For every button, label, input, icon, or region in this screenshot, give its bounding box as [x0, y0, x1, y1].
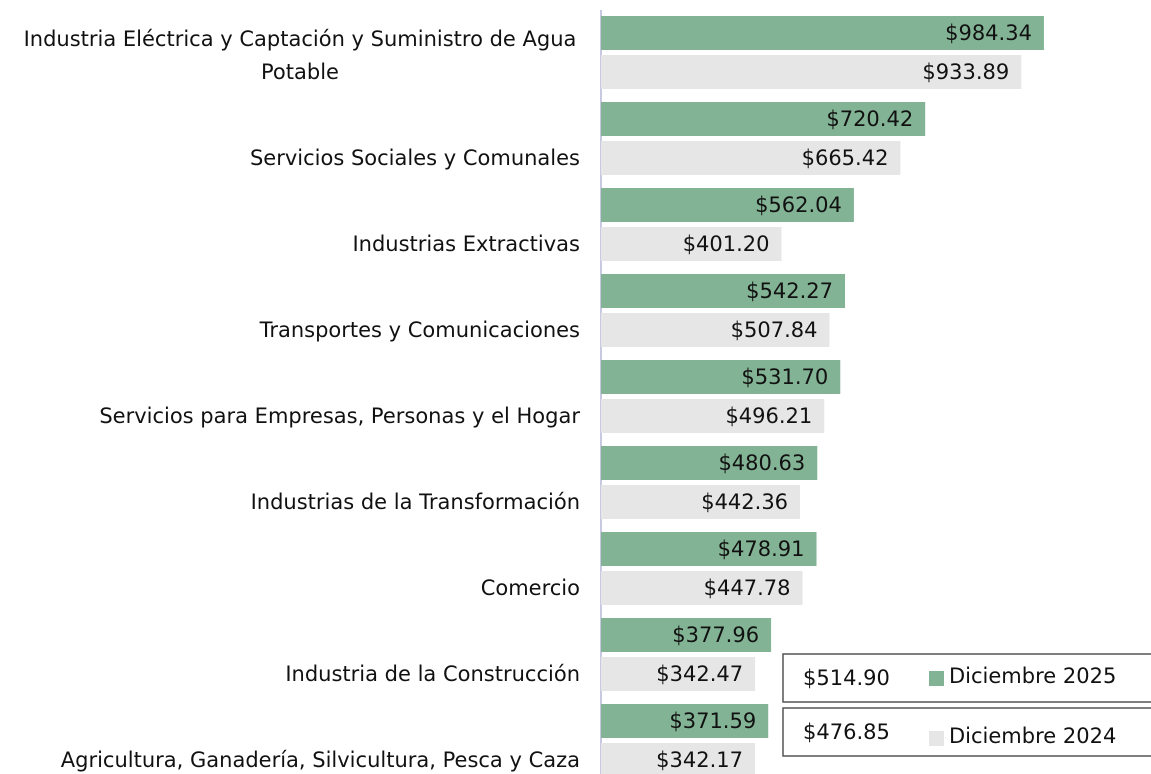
legend-summary: $514.90 [803, 666, 890, 690]
bar [601, 571, 803, 605]
category-label: Servicios para Empresas, Personas y el H… [99, 403, 580, 428]
value-label: $665.42 [802, 146, 889, 170]
category-label: Comercio [480, 575, 580, 600]
value-label: $342.17 [656, 748, 743, 772]
bar [601, 141, 901, 175]
bar [601, 227, 782, 261]
value-label: $720.42 [826, 107, 913, 131]
value-label: $480.63 [718, 451, 805, 475]
value-label: $371.59 [669, 709, 756, 733]
legend-box [782, 653, 1151, 703]
bar [601, 618, 772, 652]
category-label: Agricultura, Ganadería, Silvicultura, Pe… [60, 747, 580, 772]
value-label: $342.47 [656, 662, 743, 686]
category-label: Industria Eléctrica y Captación y Sumini… [23, 26, 577, 84]
value-label: $507.84 [731, 318, 818, 342]
category-label: Industrias de la Transformación [250, 489, 580, 514]
legend-swatch [929, 671, 944, 686]
category-label: Transportes y Comunicaciones [259, 317, 580, 342]
bar [601, 657, 756, 691]
bar [601, 532, 817, 566]
value-label: $933.89 [922, 60, 1009, 84]
bar [601, 399, 825, 433]
legend-label: Diciembre 2025 [949, 664, 1116, 688]
value-label: $496.21 [725, 404, 812, 428]
value-label: $984.34 [945, 21, 1032, 45]
value-label: $442.36 [701, 490, 788, 514]
category-label: Industria de la Construcción [285, 661, 580, 686]
bar [601, 446, 818, 480]
legend-summary: $476.85 [803, 720, 890, 744]
bar [601, 743, 755, 774]
bar [601, 188, 854, 222]
value-label: $531.70 [741, 365, 828, 389]
bar [601, 55, 1022, 89]
value-label: $377.96 [672, 623, 759, 647]
bar [601, 360, 841, 394]
value-label: $542.27 [746, 279, 833, 303]
bar [601, 16, 1044, 50]
value-label: $447.78 [704, 576, 791, 600]
legend-swatch [929, 731, 944, 746]
value-label: $562.04 [755, 193, 842, 217]
legend-box [782, 707, 1151, 757]
bar [601, 313, 830, 347]
bar [601, 704, 769, 738]
legend-label: Diciembre 2024 [949, 724, 1116, 748]
bar [601, 274, 846, 308]
category-label: Industrias Extractivas [352, 231, 580, 256]
value-label: $478.91 [718, 537, 805, 561]
category-label: Servicios Sociales y Comunales [249, 145, 580, 170]
bar [601, 102, 926, 136]
value-label: $401.20 [683, 232, 770, 256]
bar [601, 485, 801, 519]
